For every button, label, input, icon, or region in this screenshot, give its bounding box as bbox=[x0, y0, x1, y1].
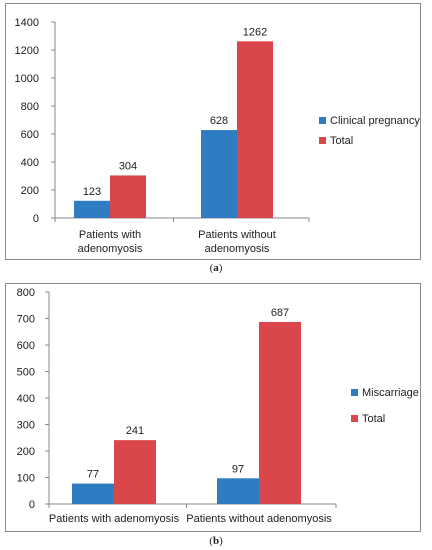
data-label: 628 bbox=[210, 115, 228, 127]
bar bbox=[74, 200, 110, 218]
bar bbox=[72, 483, 114, 504]
y-tick-label: 600 bbox=[17, 340, 35, 352]
data-label: 77 bbox=[87, 469, 99, 481]
chart-panel-a: 0 200 400 600 800 1000 1200 1400 123 304 Patients … bbox=[5, 3, 421, 260]
y-tick-label: 1000 bbox=[15, 73, 39, 85]
caption-b-label: b bbox=[212, 535, 220, 547]
data-label: 97 bbox=[232, 463, 244, 475]
bar bbox=[114, 440, 156, 504]
y-tick-label: 200 bbox=[17, 446, 35, 458]
data-label: 1262 bbox=[243, 26, 267, 38]
bar bbox=[217, 478, 259, 504]
category-label: adenomyosis bbox=[205, 243, 270, 255]
category-label: Patients without adenomyosis bbox=[186, 513, 332, 525]
bar bbox=[110, 175, 146, 218]
category-label: Patients with bbox=[79, 229, 141, 241]
legend-label: Total bbox=[362, 413, 385, 425]
y-tick-label: 1200 bbox=[15, 45, 39, 57]
legend-label: Miscarriage bbox=[362, 387, 419, 399]
y-tick-label: 800 bbox=[17, 287, 35, 299]
data-label: 241 bbox=[126, 425, 144, 437]
bar bbox=[259, 321, 301, 504]
legend-label: Clinical pregnancy bbox=[330, 115, 420, 127]
legend-swatch bbox=[351, 389, 358, 396]
chart-panel-b: 0 100 200 300 400 500 600 700 800 77 241 Patients w… bbox=[5, 283, 421, 532]
y-tick-label: 400 bbox=[17, 393, 35, 405]
bar bbox=[237, 41, 273, 218]
data-label: 304 bbox=[119, 160, 137, 172]
y-tick-label: 300 bbox=[17, 420, 35, 432]
y-tick-label: 700 bbox=[17, 314, 35, 326]
chart-b: 0 100 200 300 400 500 600 700 800 77 241 Patients w… bbox=[17, 287, 419, 525]
category-label: adenomyosis bbox=[78, 243, 143, 255]
caption-a-label: a bbox=[213, 262, 219, 274]
y-tick-label: 500 bbox=[17, 367, 35, 379]
legend-swatch bbox=[351, 415, 358, 422]
data-label: 687 bbox=[271, 307, 289, 319]
y-tick-label: 100 bbox=[17, 473, 35, 485]
y-tick-label: 600 bbox=[21, 129, 39, 141]
y-tick-label: 0 bbox=[33, 213, 39, 225]
category-label: Patients without bbox=[198, 229, 276, 241]
y-tick-label: 400 bbox=[21, 157, 39, 169]
y-tick-label: 1400 bbox=[15, 17, 39, 29]
y-tick-label: 200 bbox=[21, 185, 39, 197]
y-tick-label: 800 bbox=[21, 101, 39, 113]
legend-label: Total bbox=[330, 135, 353, 147]
bar bbox=[201, 130, 237, 218]
y-tick-label: 0 bbox=[29, 499, 35, 511]
caption-a: (a) bbox=[209, 262, 223, 274]
caption-b: (b) bbox=[209, 535, 223, 547]
legend-swatch bbox=[319, 117, 326, 124]
chart-a: 0 200 400 600 800 1000 1200 1400 123 304 Patients … bbox=[15, 17, 421, 255]
category-label: Patients with adenomyosis bbox=[49, 513, 180, 525]
data-label: 123 bbox=[83, 186, 101, 198]
legend-swatch bbox=[319, 137, 326, 144]
